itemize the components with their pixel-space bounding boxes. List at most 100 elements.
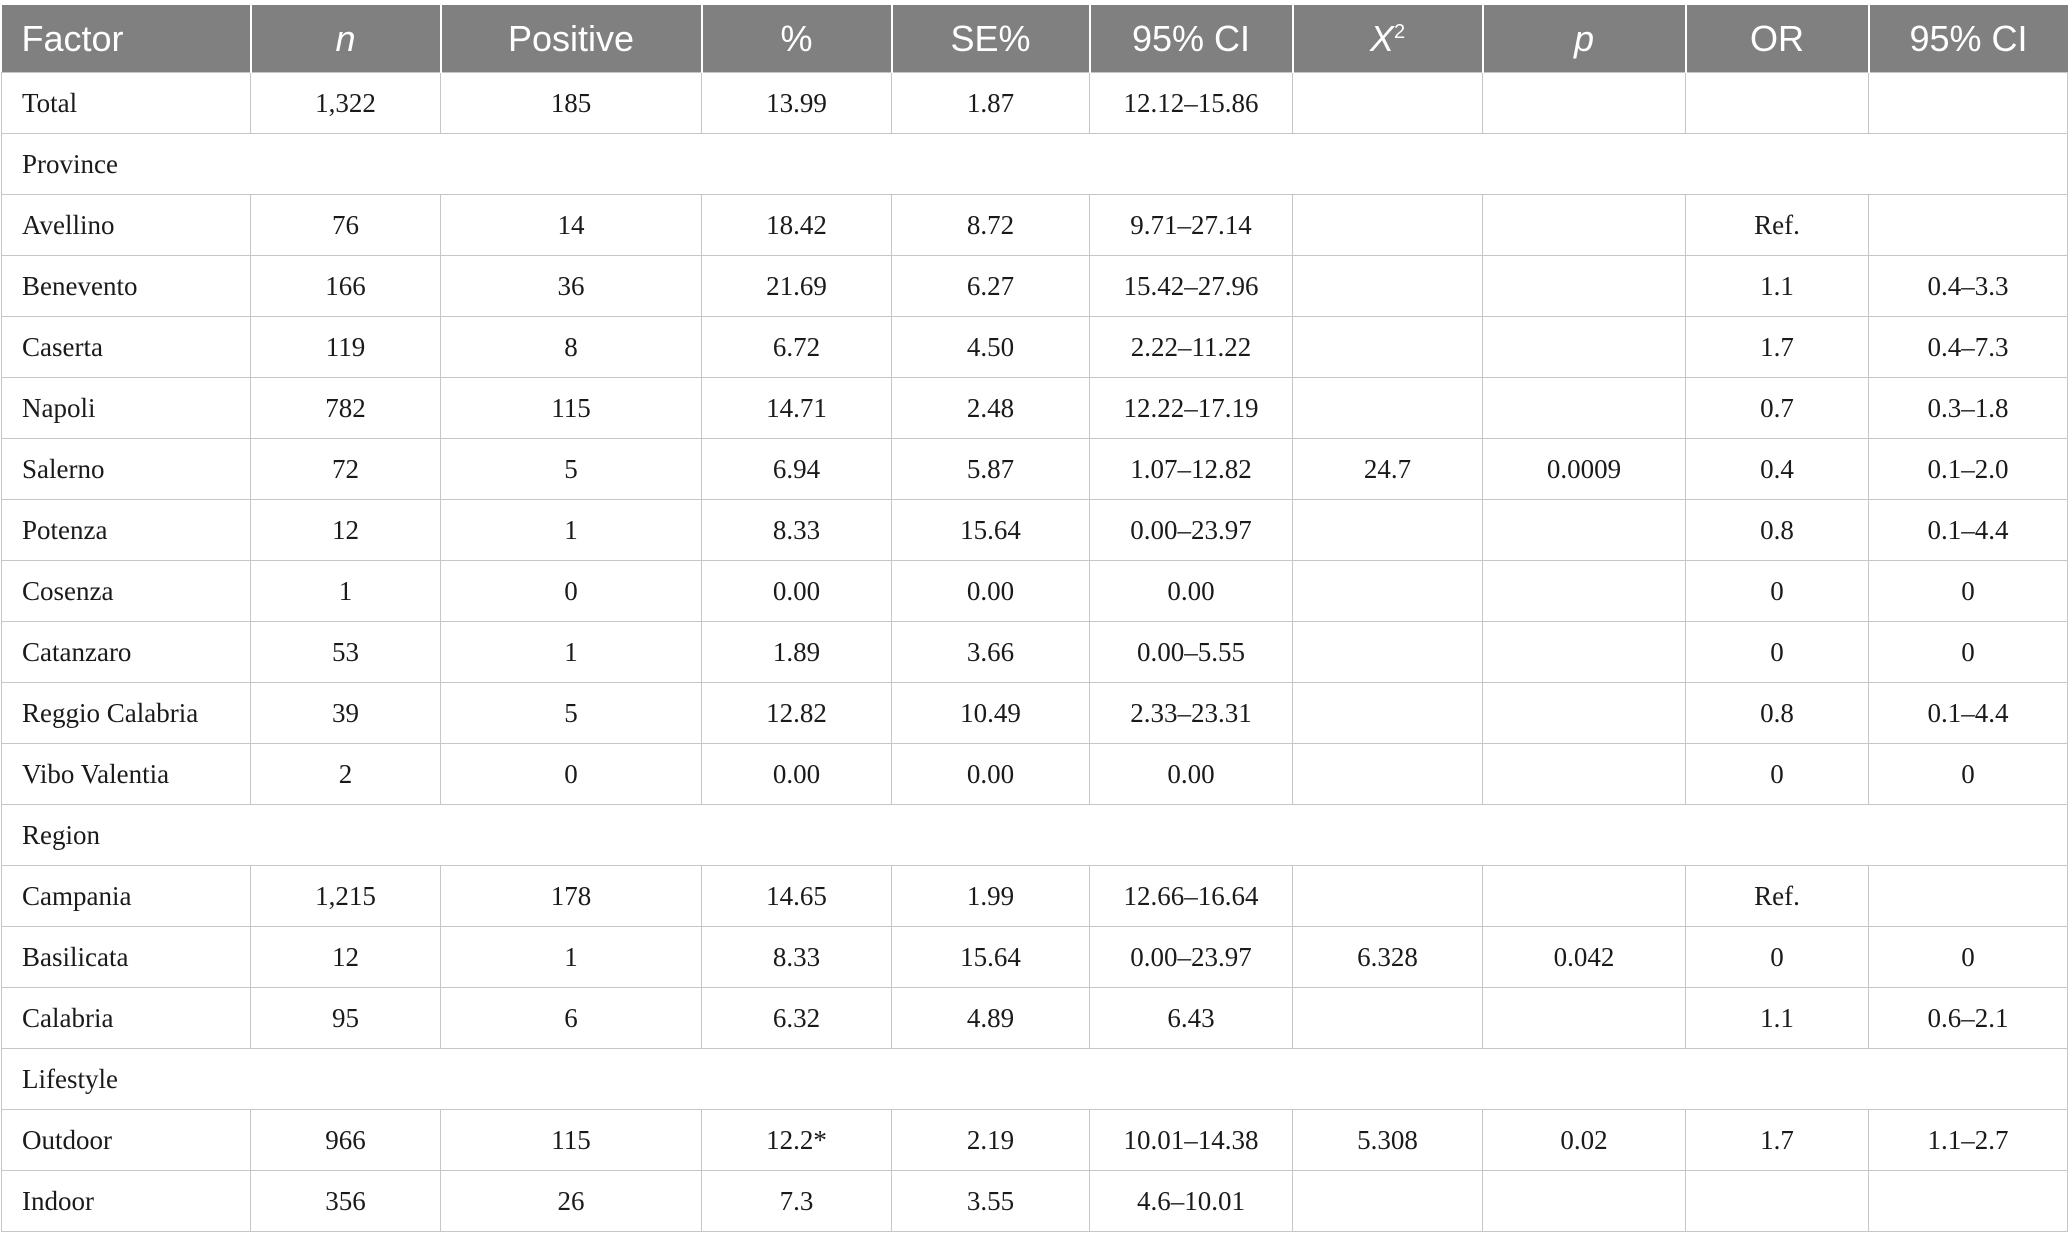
table-cell: 3.55 — [891, 1170, 1090, 1232]
table-row: Catanzaro 53 1 1.89 3.66 0.00–5.55 0 0 — [1, 621, 2068, 683]
table-cell: 2 — [250, 743, 441, 805]
table-cell — [1292, 377, 1483, 439]
table-cell: 0 — [1868, 560, 2068, 622]
table-body: Total 1,322 185 13.99 1.87 12.12–15.86 Provinc… — [1, 72, 2068, 1232]
table-cell — [1482, 316, 1686, 378]
table-cell: 18.42 — [701, 194, 892, 256]
table-cell: 0.00 — [891, 560, 1090, 622]
prevalence-table: Factor n Positive % SE% 95% CI X2 p OR 9… — [1, 5, 2068, 1232]
table-cell: 0.00–5.55 — [1089, 621, 1293, 683]
table-cell — [1292, 743, 1483, 805]
row-label-cell: Campania — [1, 865, 251, 927]
table-cell: 3.66 — [891, 621, 1090, 683]
row-label-cell: Potenza — [1, 499, 251, 561]
table-cell: 0.1–4.4 — [1868, 499, 2068, 561]
table-cell: 0 — [440, 560, 702, 622]
header-percent: % — [701, 5, 893, 73]
table-cell — [1292, 255, 1483, 317]
table-cell: 119 — [250, 316, 441, 378]
table-cell: 0.4–3.3 — [1868, 255, 2068, 317]
table-cell: 76 — [250, 194, 441, 256]
table-row: Indoor 356 26 7.3 3.55 4.6–10.01 — [1, 1170, 2068, 1232]
row-label-cell: Salerno — [1, 438, 251, 500]
table-cell: 8 — [440, 316, 702, 378]
table-cell: 12.22–17.19 — [1089, 377, 1293, 439]
table-row: Total 1,322 185 13.99 1.87 12.12–15.86 — [1, 72, 2068, 134]
table-cell: 6.27 — [891, 255, 1090, 317]
table-cell — [1292, 865, 1483, 927]
table-cell: 0 — [1685, 926, 1869, 988]
table-cell — [1292, 987, 1483, 1049]
table-cell: 26 — [440, 1170, 702, 1232]
table-cell: 0.00 — [701, 560, 892, 622]
table-cell — [1292, 316, 1483, 378]
row-label-cell: Calabria — [1, 987, 251, 1049]
table-cell — [1482, 621, 1686, 683]
table-cell: 0.6–2.1 — [1868, 987, 2068, 1049]
table-cell: 8.33 — [701, 499, 892, 561]
table-cell: 8.33 — [701, 926, 892, 988]
row-label-cell: Caserta — [1, 316, 251, 378]
table-cell: 4.50 — [891, 316, 1090, 378]
table-cell: 12.66–16.64 — [1089, 865, 1293, 927]
table-cell: 115 — [440, 377, 702, 439]
table-cell: 14 — [440, 194, 702, 256]
table-cell: 0.7 — [1685, 377, 1869, 439]
header-n: n — [250, 5, 442, 73]
table-cell: 6.43 — [1089, 987, 1293, 1049]
table-cell: 15.42–27.96 — [1089, 255, 1293, 317]
table-cell: 95 — [250, 987, 441, 1049]
table-cell: 12 — [250, 499, 441, 561]
header-p-label: p — [1573, 17, 1595, 59]
table-cell: 0.042 — [1482, 926, 1686, 988]
table-cell: 115 — [440, 1109, 702, 1171]
row-label-cell: Benevento — [1, 255, 251, 317]
table-cell: 1.89 — [701, 621, 892, 683]
table-cell — [1482, 865, 1686, 927]
table-cell: 1 — [250, 560, 441, 622]
table-header-row: Factor n Positive % SE% 95% CI X2 p OR 9… — [1, 5, 2068, 73]
table-cell: 1.07–12.82 — [1089, 438, 1293, 500]
table-cell: 1.1–2.7 — [1868, 1109, 2068, 1171]
table-cell: 6.32 — [701, 987, 892, 1049]
table-cell: 5 — [440, 438, 702, 500]
table-cell — [1482, 499, 1686, 561]
table-cell — [1482, 1170, 1686, 1232]
table-cell — [1482, 682, 1686, 744]
row-label-cell: Reggio Calabria — [1, 682, 251, 744]
table-cell — [1292, 194, 1483, 256]
table-cell: 0.1–2.0 — [1868, 438, 2068, 500]
table-cell: 15.64 — [891, 926, 1090, 988]
table-cell: 0 — [1868, 926, 2068, 988]
table-cell: 14.71 — [701, 377, 892, 439]
table-cell: 1 — [440, 621, 702, 683]
table-cell: 2.19 — [891, 1109, 1090, 1171]
group-row: Lifestyle — [1, 1048, 2068, 1110]
table-cell — [1292, 621, 1483, 683]
table-row: Potenza 12 1 8.33 15.64 0.00–23.97 0.8 0.1–4.4 — [1, 499, 2068, 561]
table-cell — [1482, 743, 1686, 805]
row-label-cell: Avellino — [1, 194, 251, 256]
table-cell: 1.87 — [891, 72, 1090, 134]
table-cell: 0 — [1685, 560, 1869, 622]
table-cell — [1685, 72, 1869, 134]
table-cell: 12.82 — [701, 682, 892, 744]
table-cell: 1.1 — [1685, 255, 1869, 317]
data-table-container: Factor n Positive % SE% 95% CI X2 p OR 9… — [1, 5, 2068, 1232]
table-cell: 2.33–23.31 — [1089, 682, 1293, 744]
table-cell — [1482, 987, 1686, 1049]
table-cell: 0.00–23.97 — [1089, 499, 1293, 561]
row-label-cell: Indoor — [1, 1170, 251, 1232]
table-cell: 21.69 — [701, 255, 892, 317]
table-cell — [1868, 72, 2068, 134]
table-cell: 6.72 — [701, 316, 892, 378]
table-row: Napoli 782 115 14.71 2.48 12.22–17.19 0.7 0.3–1… — [1, 377, 2068, 439]
table-cell: 178 — [440, 865, 702, 927]
table-cell — [1482, 194, 1686, 256]
table-cell: 10.01–14.38 — [1089, 1109, 1293, 1171]
table-cell: 0.00 — [891, 743, 1090, 805]
table-cell: 5.87 — [891, 438, 1090, 500]
table-row: Campania 1,215 178 14.65 1.99 12.66–16.64 Ref. — [1, 865, 2068, 927]
table-cell: 0.00 — [1089, 743, 1293, 805]
header-se-percent: SE% — [891, 5, 1091, 73]
